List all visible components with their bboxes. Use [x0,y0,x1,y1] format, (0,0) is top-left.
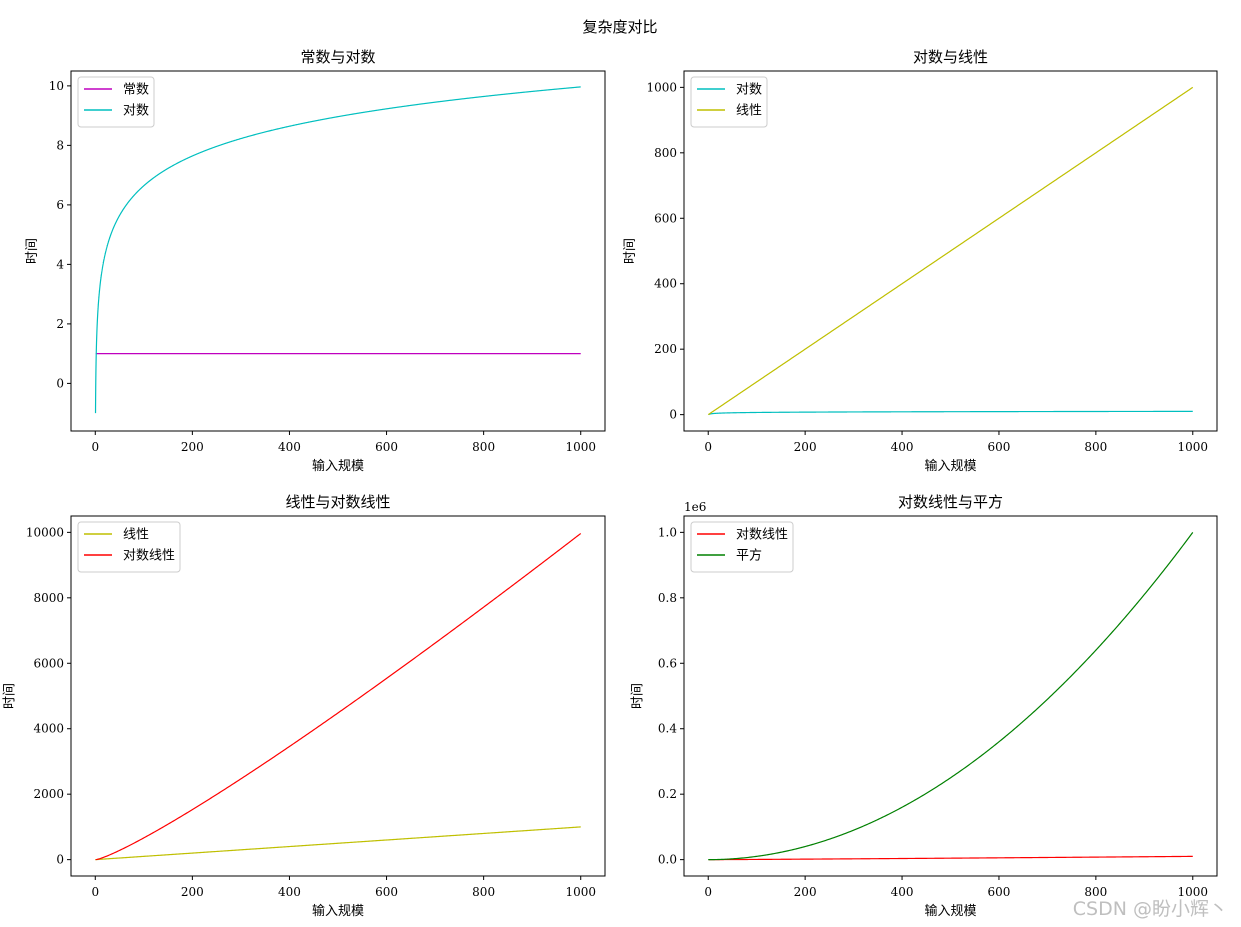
y-tick-label: 400 [654,277,677,291]
x-tick-label: 400 [278,885,301,899]
x-tick-label: 200 [181,440,204,454]
x-tick-label: 400 [278,440,301,454]
y-tick-label: 1000 [646,80,677,94]
x-tick-label: 200 [181,885,204,899]
y-tick-label: 2000 [33,787,64,801]
y-tick-label: 0 [56,376,64,390]
legend-label: 对数 [123,104,149,119]
y-axis-label: 时间 [623,238,638,264]
x-tick-label: 600 [988,885,1011,899]
x-tick-label: 1000 [1177,440,1208,454]
x-tick-label: 1000 [565,440,596,454]
subplot-grid: 0 200 400 600 800 10000246810常数与对数输入规模时间常数对数0… [3,48,1218,919]
x-axis-label: 输入规模 [924,903,976,919]
series-line-1 [708,855,1193,861]
y-tick-label: 0.2 [658,787,677,801]
series-line-2 [707,86,1194,416]
y-axis-label: 时间 [25,238,40,264]
axes-frame [683,70,1218,432]
y-tick-label: 0 [56,853,64,867]
y-tick-label: 10000 [26,525,64,539]
y-tick-label: 600 [654,211,677,225]
series-line-2 [94,86,581,414]
series-line-2 [708,532,1194,861]
axes-frame [683,515,1218,877]
y-tick-label: 2 [56,317,64,331]
y-tick-label: 10 [49,79,64,93]
x-tick-label: 200 [794,440,817,454]
y-axis-label: 时间 [631,683,646,709]
subplot-title: 对数与线性 [913,48,988,66]
x-tick-label: 0 [91,885,99,899]
legend-label: 平方 [736,548,762,564]
x-tick-label: 800 [472,440,495,454]
y-axis-label: 时间 [3,683,18,709]
legend-label: 线性 [736,104,762,119]
axes-frame [70,70,606,432]
legend-label: 对数线性 [736,528,788,543]
subplot-4: 0 200 400 600 800 1000 0.0 0.2 0.4 0.6 0.8 1.0 1e6 对数… [631,493,1218,919]
subplot-title: 常数与对数 [300,48,375,66]
y-tick-label: 6 [56,198,64,212]
x-tick-label: 800 [472,885,495,899]
legend-label: 线性 [123,528,149,543]
subplot-2: 0 200 400 600 800 1000 0 200 400 600 800 1000 对数与线性输… [623,48,1218,474]
x-tick-label: 600 [375,440,398,454]
y-tick-label: 0.4 [658,722,677,736]
y-tick-label: 0.8 [658,591,677,605]
x-tick-label: 600 [988,440,1011,454]
series-line-1 [708,410,1193,416]
legend-label: 常数 [123,83,149,98]
y-tick-label: 0 [669,408,677,422]
x-tick-label: 400 [891,440,914,454]
y-tick-label: 1.0 [658,525,677,539]
x-tick-label: 0 [704,440,712,454]
subplot-3: 0 200 400 600 800 10000200040006000800010000线… [3,493,606,919]
subplot-title: 线性与对数线性 [285,493,390,511]
x-axis-label: 输入规模 [924,458,976,474]
x-axis-label: 输入规模 [312,458,364,474]
csdn-watermark: CSDN @盼小辉丶 [1073,898,1228,920]
x-tick-label: 0 [91,440,99,454]
x-tick-label: 800 [1084,885,1107,899]
y-tick-label: 8 [56,138,64,152]
x-tick-label: 0 [704,885,712,899]
legend-label: 对数线性 [123,549,175,564]
legend: 对数线性 [690,76,768,128]
y-tick-label: 0.0 [658,853,677,867]
figure-suptitle: 复杂度对比 [582,18,657,36]
x-axis-label: 输入规模 [312,903,364,919]
y-tick-label: 4 [56,257,64,271]
y-tick-label: 0.6 [658,656,677,670]
y-tick-label: 200 [654,342,677,356]
y-tick-label: 8000 [33,591,64,605]
x-tick-label: 1000 [565,885,596,899]
y-offset-label: 1e6 [684,500,706,514]
series-line-2 [95,533,582,861]
x-tick-label: 200 [794,885,817,899]
x-tick-label: 1000 [1177,885,1208,899]
legend-label: 对数 [736,83,762,98]
series-line-1 [95,826,581,861]
subplot-title: 对数线性与平方 [898,493,1003,511]
y-tick-label: 800 [654,146,677,160]
y-tick-label: 4000 [33,722,64,736]
axes-frame [70,515,606,877]
x-tick-label: 600 [375,885,398,899]
y-tick-label: 6000 [33,656,64,670]
x-tick-label: 800 [1084,440,1107,454]
x-tick-label: 400 [891,885,914,899]
